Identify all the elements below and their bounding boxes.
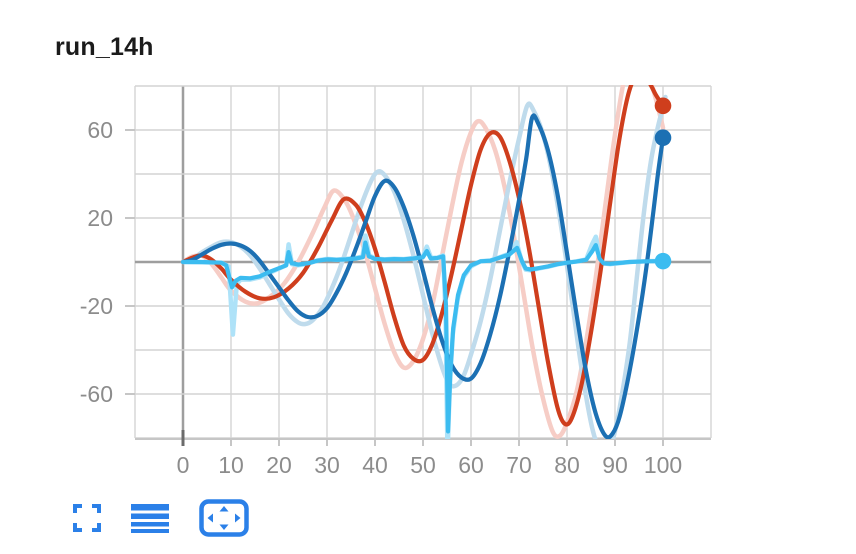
x-tick-label: 50 — [410, 452, 436, 478]
x-tick-label: 80 — [554, 452, 580, 478]
chart-toolbar — [71, 497, 251, 539]
end-marker-cyan-smoothed — [654, 252, 672, 270]
x-tick-label: 20 — [266, 452, 292, 478]
series-red-smoothed — [180, 85, 666, 427]
pan-button[interactable] — [197, 497, 251, 539]
x-tick-label: 10 — [218, 452, 244, 478]
end-markers — [654, 97, 672, 270]
x-tick-label: 30 — [314, 452, 340, 478]
y-axis: 60 20 -20 -60 — [80, 117, 135, 407]
series-lines — [180, 85, 668, 439]
x-tick-label: 40 — [362, 452, 388, 478]
x-tick-label: 100 — [644, 452, 682, 478]
x-tick-label: 60 — [458, 452, 484, 478]
x-tick-label: 70 — [506, 452, 532, 478]
pan-arrows-icon — [199, 499, 249, 537]
y-tick-label: -60 — [80, 381, 113, 407]
fullscreen-icon — [73, 504, 101, 532]
x-axis: 0 10 20 30 40 50 60 70 80 90 100 — [135, 430, 711, 478]
end-marker-blue-smoothed — [654, 129, 672, 146]
y-tick-label: -20 — [80, 293, 113, 319]
x-tick-label: 0 — [177, 452, 190, 478]
data-table-lines-icon — [131, 504, 169, 533]
series-cyan-smoothed — [180, 240, 666, 434]
x-tick-label: 90 — [602, 452, 628, 478]
y-tick-label: 60 — [87, 117, 113, 143]
series-blue-raw — [180, 94, 668, 439]
fullscreen-button[interactable] — [71, 502, 103, 534]
end-marker-red-smoothed — [654, 97, 672, 115]
series-red-raw — [180, 85, 666, 439]
data-table-button[interactable] — [129, 501, 171, 535]
run-title: run_14h — [55, 33, 154, 61]
y-tick-label: 20 — [87, 205, 113, 231]
